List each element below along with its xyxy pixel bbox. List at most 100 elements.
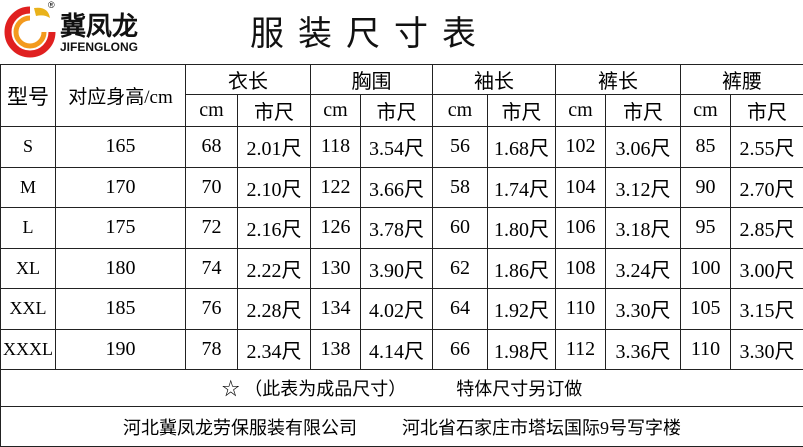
table-cell: 3.30尺 (731, 329, 803, 370)
company: 河北冀凤龙劳保服装有限公司 (123, 418, 357, 438)
table-cell: 78 (186, 329, 238, 370)
unit-header: 市尺 (238, 95, 311, 127)
table-cell: 74 (186, 248, 238, 289)
table-cell: 1.98尺 (488, 329, 556, 370)
table-cell: 2.34尺 (238, 329, 311, 370)
table-cell: 134 (311, 289, 361, 330)
unit-header: 市尺 (361, 95, 433, 127)
unit-header: cm (681, 95, 731, 127)
table-cell: 58 (433, 167, 488, 208)
table-cell: 190 (56, 329, 186, 370)
footer-company: 河北冀凤龙劳保服装有限公司 河北省石家庄市塔坛国际9号写字楼 (1, 407, 803, 447)
table-cell: 2.01尺 (238, 127, 311, 168)
table-row: 河北冀凤龙劳保服装有限公司 河北省石家庄市塔坛国际9号写字楼 (1, 407, 803, 447)
table-cell: 3.66尺 (361, 167, 433, 208)
unit-header: cm (433, 95, 488, 127)
table-cell: 85 (681, 127, 731, 168)
unit-header: cm (311, 95, 361, 127)
unit-header: cm (556, 95, 606, 127)
table-cell: 2.70尺 (731, 167, 803, 208)
table-cell: 1.92尺 (488, 289, 556, 330)
table-cell: 175 (56, 208, 186, 249)
unit-header: 市尺 (731, 95, 803, 127)
logo-mark: ® (48, 0, 55, 10)
table-cell: 95 (681, 208, 731, 249)
table-cell: 108 (556, 248, 606, 289)
logo-name: 冀凤龙 (60, 6, 138, 43)
table-cell: 112 (556, 329, 606, 370)
table-cell: 64 (433, 289, 488, 330)
corner-header: 型号 (1, 65, 56, 127)
unit-header: cm (186, 95, 238, 127)
table-cell: 2.55尺 (731, 127, 803, 168)
table-cell: 3.90尺 (361, 248, 433, 289)
table-cell: 126 (311, 208, 361, 249)
table-cell: 122 (311, 167, 361, 208)
table-cell: 70 (186, 167, 238, 208)
table-cell: 68 (186, 127, 238, 168)
table-cell: 3.30尺 (606, 289, 681, 330)
table-cell: 4.02尺 (361, 289, 433, 330)
group-header: 胸围 (311, 65, 433, 95)
table-cell: 2.85尺 (731, 208, 803, 249)
table-cell: 1.86尺 (488, 248, 556, 289)
group-header: 衣长 (186, 65, 311, 95)
table-cell: 66 (433, 329, 488, 370)
group-header: 裤腰 (681, 65, 803, 95)
table-cell: 185 (56, 289, 186, 330)
table-cell: 3.24尺 (606, 248, 681, 289)
table-cell: 105 (681, 289, 731, 330)
table-cell: 100 (681, 248, 731, 289)
table-cell: 3.18尺 (606, 208, 681, 249)
table-cell: 3.15尺 (731, 289, 803, 330)
table-cell: 3.78尺 (361, 208, 433, 249)
group-header: 袖长 (433, 65, 556, 95)
table-cell: 3.36尺 (606, 329, 681, 370)
table-cell: 72 (186, 208, 238, 249)
table-cell: 110 (556, 289, 606, 330)
footer-note: ☆ （此表为成品尺寸） 特体尺寸另订做 (1, 370, 803, 407)
table-cell: 3.54尺 (361, 127, 433, 168)
table-row: ☆ （此表为成品尺寸） 特体尺寸另订做 (1, 370, 803, 407)
table-cell: 60 (433, 208, 488, 249)
logo-icon (0, 2, 60, 62)
table-cell: 1.80尺 (488, 208, 556, 249)
table-cell: 62 (433, 248, 488, 289)
special-note: 特体尺寸另订做 (456, 379, 582, 399)
table-cell: 4.14尺 (361, 329, 433, 370)
table-cell: 110 (681, 329, 731, 370)
table-cell: 180 (56, 248, 186, 289)
address: 河北省石家庄市塔坛国际9号写字楼 (402, 418, 681, 438)
table-cell: 118 (311, 127, 361, 168)
table-cell: 138 (311, 329, 361, 370)
table-cell: 165 (56, 127, 186, 168)
table-cell: 2.22尺 (238, 248, 311, 289)
group-header: 裤长 (556, 65, 681, 95)
size-code: XXL (1, 289, 56, 330)
unit-header: 市尺 (488, 95, 556, 127)
size-code: XL (1, 248, 56, 289)
unit-header: 市尺 (606, 95, 681, 127)
table-cell: 104 (556, 167, 606, 208)
table-cell: 56 (433, 127, 488, 168)
table-cell: 2.28尺 (238, 289, 311, 330)
header: ® 冀凤龙 JIFENGLONG 服装尺寸表 (0, 0, 803, 64)
table-cell: 1.68尺 (488, 127, 556, 168)
table-cell: 170 (56, 167, 186, 208)
size-code: XXXL (1, 329, 56, 370)
note: ☆ （此表为成品尺寸） (222, 379, 407, 399)
corner-header: 对应身高/cm (56, 65, 186, 127)
table-cell: 3.12尺 (606, 167, 681, 208)
table-cell: 106 (556, 208, 606, 249)
table-cell: 102 (556, 127, 606, 168)
table-cell: 2.16尺 (238, 208, 311, 249)
table-cell: 90 (681, 167, 731, 208)
table-cell: 2.10尺 (238, 167, 311, 208)
size-code: L (1, 208, 56, 249)
